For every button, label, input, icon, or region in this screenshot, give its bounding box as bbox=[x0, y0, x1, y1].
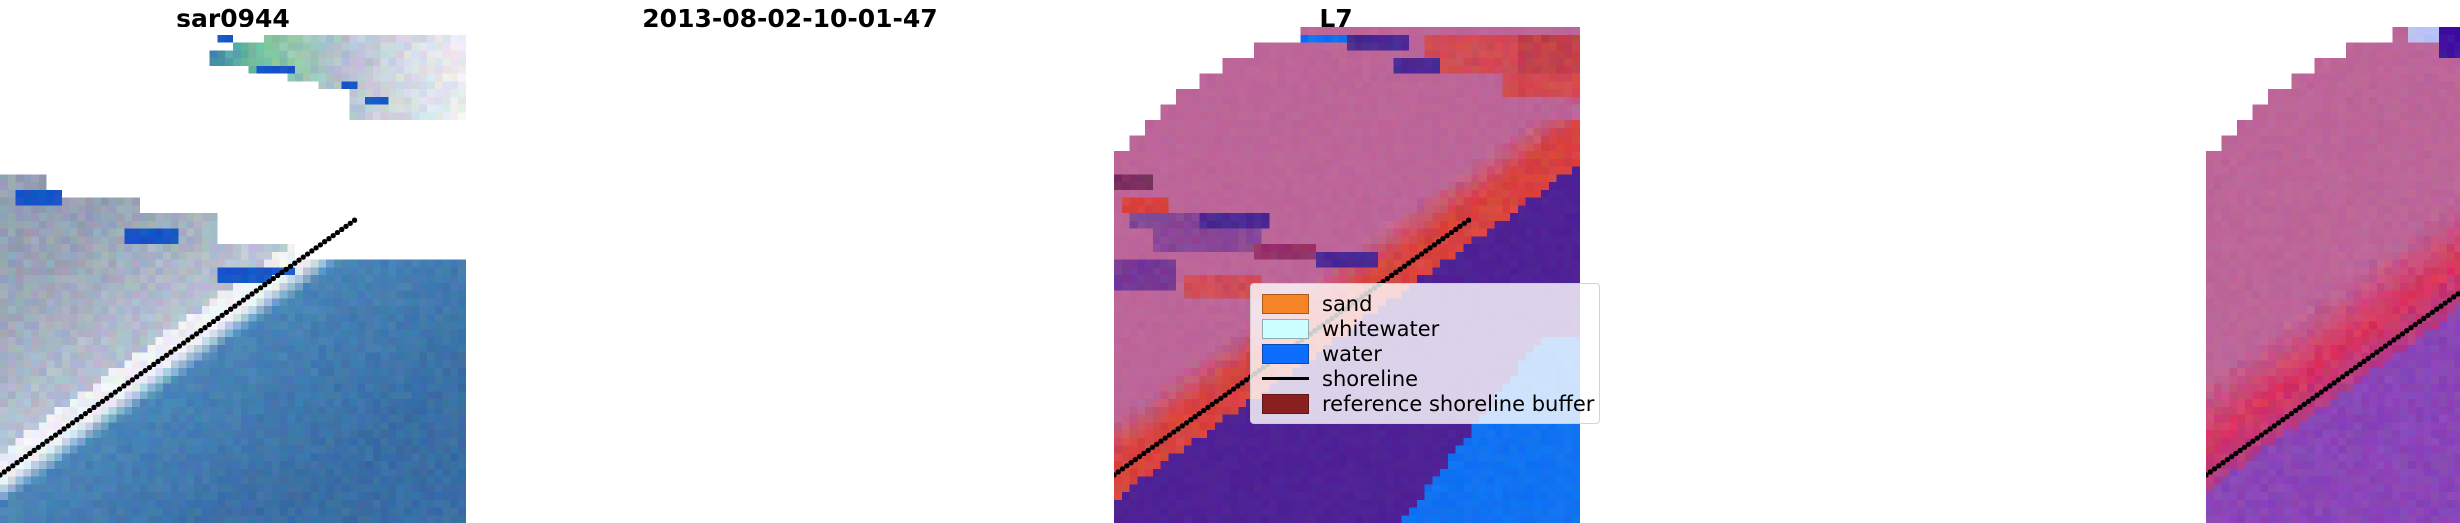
legend-swatch-icon bbox=[1262, 293, 1309, 314]
panel-title-classified: 2013-08-02-10-01-47 bbox=[642, 4, 938, 33]
legend-item-shoreline[interactable]: shoreline bbox=[1262, 366, 1587, 391]
panel-l7: L7 bbox=[1103, 0, 2460, 523]
shoreline-overlay-classified bbox=[1114, 27, 1580, 523]
legend-item-label: reference shoreline buffer bbox=[1322, 391, 1595, 416]
raster-l7 bbox=[2206, 27, 2460, 523]
legend-item-reference-shoreline-buffer[interactable]: reference shoreline buffer bbox=[1262, 392, 1594, 416]
legend-item-label: sand bbox=[1322, 291, 1373, 316]
shoreline-overlay-l7 bbox=[2206, 27, 2460, 523]
legend-item-water[interactable]: water bbox=[1262, 341, 1587, 366]
legend-swatch-icon bbox=[1262, 393, 1309, 414]
axes-sar0944[interactable] bbox=[0, 27, 466, 523]
legend-item-label: whitewater bbox=[1322, 316, 1440, 341]
panel-classified: 2013-08-02-10-01-47 bbox=[557, 0, 1580, 523]
panel-sar0944: sar0944 bbox=[0, 0, 466, 523]
legend-line-icon bbox=[1262, 369, 1309, 389]
axes-classified[interactable] bbox=[1114, 27, 1580, 523]
shoreline-overlay-sar0944 bbox=[0, 27, 466, 523]
legend-item-whitewater[interactable]: whitewater bbox=[1262, 316, 1587, 341]
legend-item-label: shoreline bbox=[1322, 366, 1419, 391]
legend-swatch-icon bbox=[1262, 343, 1309, 364]
legend-box[interactable]: sand whitewater water shoreline reference sh… bbox=[1250, 283, 1600, 424]
panel-title-l7: L7 bbox=[1319, 4, 1353, 33]
legend-item-label: water bbox=[1322, 341, 1382, 366]
legend-swatch-icon bbox=[1262, 318, 1309, 339]
axes-l7[interactable] bbox=[2206, 27, 2460, 523]
legend-item-sand[interactable]: sand bbox=[1262, 291, 1587, 316]
raster-classified bbox=[1114, 27, 1580, 523]
raster-sar0944 bbox=[0, 27, 466, 523]
shoreline-line-glyph bbox=[1262, 377, 1309, 380]
